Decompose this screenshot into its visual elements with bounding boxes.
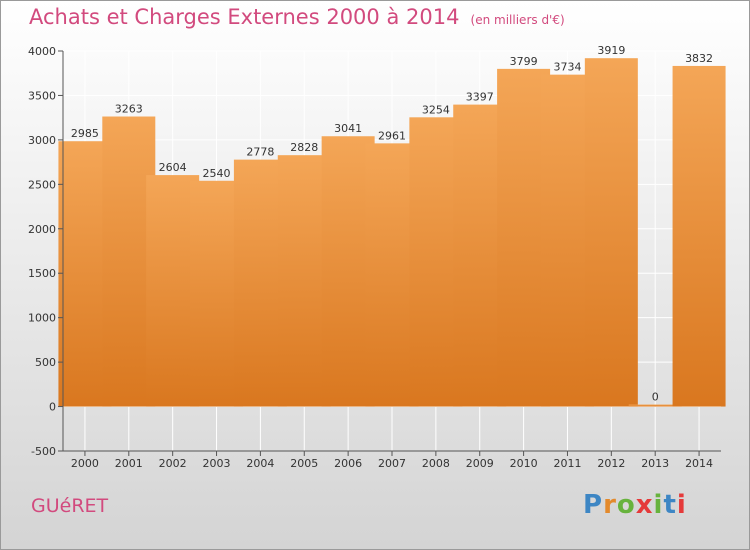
bar-value-label: 3832 [685,52,713,65]
x-tick-label: 2002 [159,457,187,470]
bar-value-label: 3919 [597,44,625,57]
bar-value-label: 3254 [422,103,450,116]
y-tick-label: 3000 [28,134,56,147]
chart-unit-subtitle: (en milliers d'€) [470,13,565,27]
y-tick-label: 2000 [28,223,56,236]
x-tick-label: 2005 [290,457,318,470]
logo-letter: o [616,490,636,520]
logo-letter: i [653,490,664,520]
bar-value-label: 3734 [553,61,581,74]
proxiti-logo: Proxiti [583,490,687,520]
x-tick-label: 2012 [597,457,625,470]
logo-letter: P [583,490,604,520]
x-tick-label: 2006 [334,457,362,470]
bar-value-label: 2778 [246,146,274,159]
x-tick-label: 2007 [378,457,406,470]
bar-value-label: 2604 [159,161,187,174]
y-tick-label: -500 [31,445,56,458]
bar-value-label: 3041 [334,122,362,135]
bar-value-label: 2828 [290,141,318,154]
x-tick-label: 2009 [466,457,494,470]
location-label: GUéRET [31,495,109,517]
y-tick-label: 4000 [28,45,56,58]
x-tick-label: 2003 [203,457,231,470]
bar-value-label: 3263 [115,103,143,116]
x-tick-label: 2001 [115,457,143,470]
x-tick-label: 2004 [246,457,274,470]
y-tick-label: 1000 [28,312,56,325]
y-tick-label: 500 [35,356,56,369]
x-tick-label: 2008 [422,457,450,470]
x-tick-label: 2013 [641,457,669,470]
logo-letter: i [676,490,687,520]
data-labels: 2985 3263 2604 2540 2778 2828 3041 2961 3254 3397… [71,44,713,403]
bars [58,58,726,407]
bar-value-label: 2540 [203,167,231,180]
y-tick-label: 2500 [28,178,56,191]
bar-value-label: 3397 [466,91,494,104]
x-tick-label: 2010 [510,457,538,470]
x-tick-label: 2014 [685,457,713,470]
chart-title-block: Achats et Charges Externes 2000 à 2014 (… [29,5,565,29]
y-tick-label: 1500 [28,267,56,280]
bar [584,58,638,407]
axes: -500 0 500 1000 1500 2000 2500 3000 3500 4000 2000… [28,45,721,470]
logo-letter: x [635,490,654,520]
y-tick-label: 3500 [28,89,56,102]
logo-letter: r [603,490,617,520]
x-tick-label: 2000 [71,457,99,470]
bar-value-label: 3799 [510,55,538,68]
bar-value-label: 2985 [71,127,99,140]
chart-title: Achats et Charges Externes 2000 à 2014 [29,5,460,29]
bar [628,404,682,407]
bar-value-label: 0 [652,391,659,404]
x-tick-label: 2011 [553,457,581,470]
bar [672,65,726,407]
y-tick-label: 0 [49,401,56,414]
bar-value-label: 2961 [378,129,406,142]
logo-letter: t [663,490,677,520]
